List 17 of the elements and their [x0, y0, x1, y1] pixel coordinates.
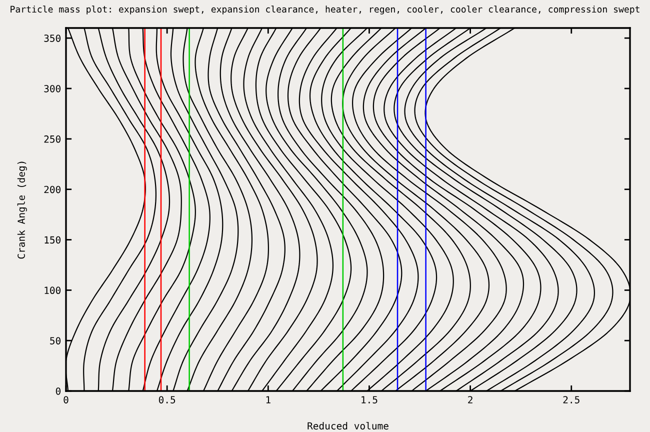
y-tick-label: 50 — [50, 337, 61, 344]
y-tick-label: 100 — [44, 286, 61, 294]
x-tick-label: 0.5 — [158, 396, 176, 404]
y-tick-label: 350 — [44, 34, 61, 42]
y-tick-label: 200 — [44, 186, 61, 194]
x-tick-label: 2.5 — [563, 396, 580, 404]
y-tick-label: 150 — [44, 236, 61, 244]
chart-title: Particle mass plot: expansion swept, expansion clearance, heater, regen, cooler, cooler clearance, compression swept — [10, 6, 640, 14]
x-axis-title: Reduced volume — [308, 422, 388, 430]
x-tick-label: 1 — [266, 396, 270, 404]
y-tick-label: 300 — [44, 85, 61, 92]
x-tick-label: 2 — [468, 396, 472, 404]
x-tick-label: 0 — [64, 396, 68, 404]
y-tick-label: 250 — [44, 135, 61, 143]
y-tick-label: 0 — [56, 388, 61, 395]
x-tick-label: 1.5 — [362, 396, 378, 404]
y-axis-title: Crank Angle (deg) — [17, 162, 27, 259]
